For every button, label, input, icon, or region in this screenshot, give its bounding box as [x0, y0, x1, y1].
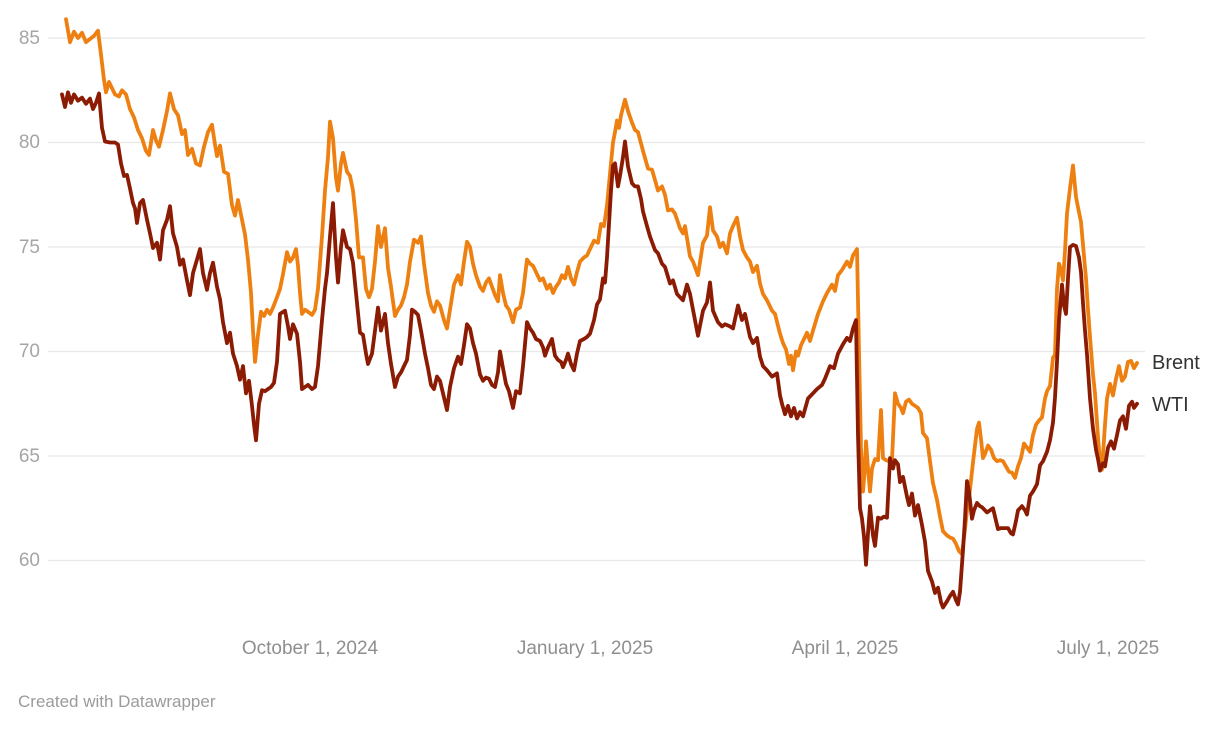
line-brent [64, 17, 1139, 557]
series-lines [60, 17, 1139, 610]
datawrapper-credit: Created with Datawrapper [18, 692, 216, 711]
x-tick-label: July 1, 2025 [1056, 638, 1160, 659]
y-tick-label: 75 [18, 236, 40, 258]
y-tick-label: 65 [18, 445, 40, 467]
series-label-brent: Brent [1152, 351, 1200, 374]
x-tick-label: April 1, 2025 [791, 638, 899, 659]
line-wti [60, 90, 1139, 610]
gridlines [48, 37, 1145, 562]
x-tick-label: October 1, 2024 [241, 638, 379, 659]
x-tick-label: January 1, 2025 [516, 638, 654, 659]
y-tick-label: 60 [18, 550, 40, 571]
y-tick-label: 80 [18, 132, 40, 153]
y-tick-label: 85 [18, 27, 40, 49]
y-tick-label: 70 [18, 341, 40, 362]
series-label-wti: WTI [1152, 393, 1189, 416]
